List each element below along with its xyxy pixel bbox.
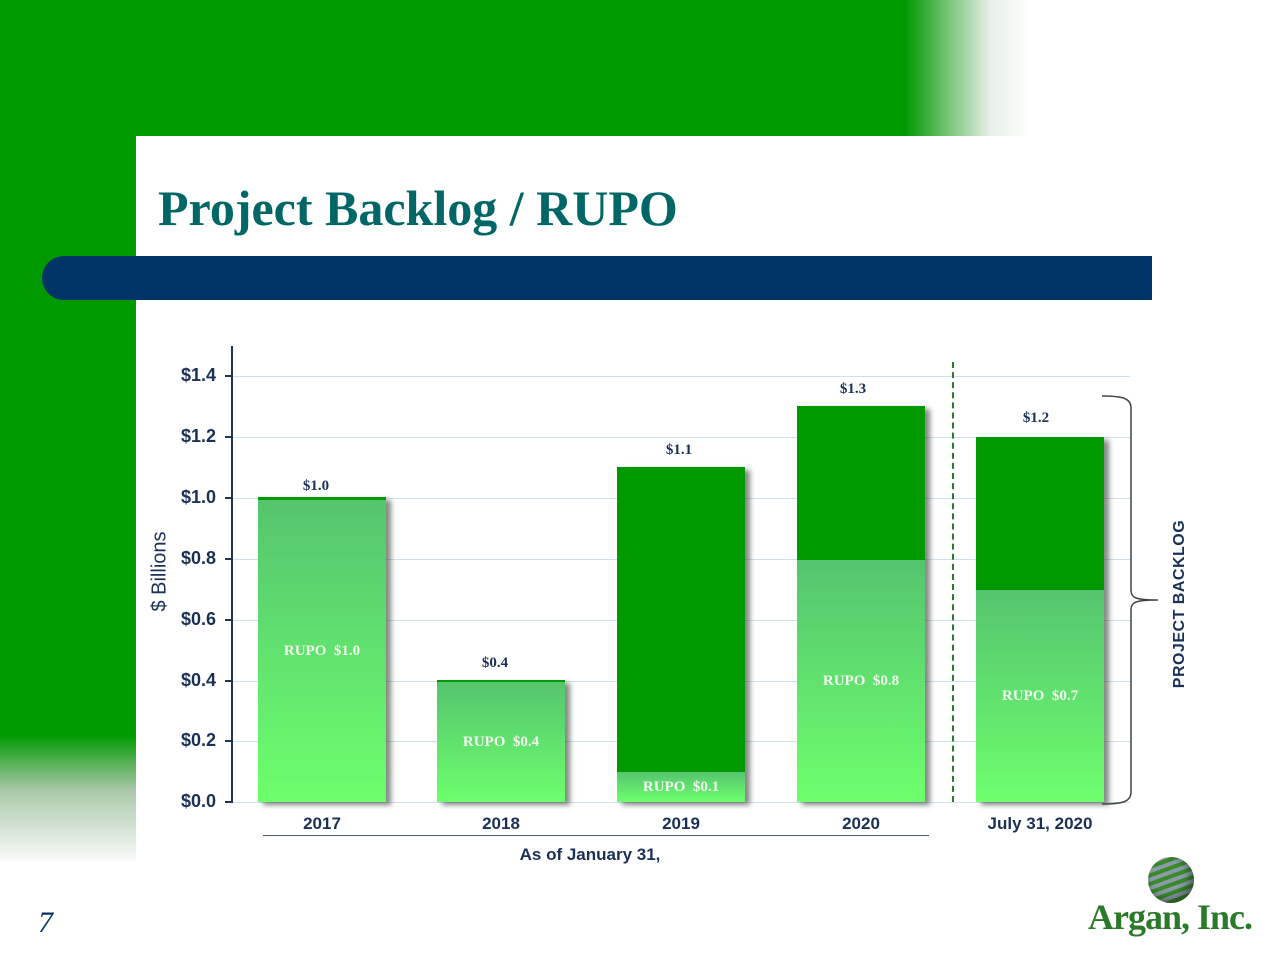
company-logo: Argan, Inc. (1085, 852, 1255, 942)
y-tick (225, 375, 233, 377)
bar-2017 (258, 497, 386, 802)
y-tick-label: $0.6 (180, 609, 216, 629)
y-tick-label: $0.8 (180, 548, 216, 568)
project-backlog-label: PROJECT BACKLOG (1171, 519, 1188, 689)
rupo-segment (797, 560, 925, 802)
logo-text: Argan, Inc. (1087, 897, 1253, 937)
rupo-label: RUPO $0.8 (822, 673, 900, 689)
rupo-label: RUPO $0.1 (642, 779, 720, 795)
rupo-segment (976, 590, 1104, 802)
slide-title: Project Backlog / RUPO (158, 180, 678, 236)
rupo-label: RUPO $1.0 (283, 643, 361, 659)
bar-2019 (617, 467, 745, 802)
y-tick (225, 740, 233, 742)
backlog-segment (617, 467, 745, 772)
y-tick-label: $1.2 (180, 426, 216, 446)
bracket-icon (1101, 395, 1159, 805)
total-label: $1.2 (1022, 410, 1050, 426)
y-axis (231, 346, 233, 802)
x-tick-label: 2018 (482, 814, 520, 833)
rupo-segment (617, 772, 745, 802)
x-tick-label: 2020 (842, 814, 880, 833)
y-tick-label: $1.0 (180, 487, 216, 507)
y-tick (225, 680, 233, 682)
total-label: $1.1 (665, 442, 693, 458)
y-tick-label: $0.4 (180, 670, 216, 690)
x-tick-label: 2017 (303, 814, 341, 833)
rupo-segment (437, 682, 565, 802)
y-tick-label: $1.4 (180, 365, 216, 385)
backlog-segment (797, 406, 925, 560)
y-axis-title: $ Billions (148, 531, 171, 612)
bar-2020 (797, 406, 925, 802)
period-divider (952, 362, 954, 802)
y-tick (225, 801, 233, 803)
globe-icon (1148, 857, 1194, 903)
title-underline-bar (42, 256, 1152, 300)
background-green-top (0, 0, 1030, 136)
page-number: 7 (38, 906, 53, 939)
rupo-label: RUPO $0.4 (462, 734, 540, 750)
x-tick-label: July 31, 2020 (987, 814, 1093, 833)
background-green-left (0, 0, 136, 860)
gridline (233, 376, 1130, 377)
bar-july-2020 (976, 437, 1104, 802)
y-tick-label: $0.0 (180, 791, 216, 811)
gridline (233, 802, 1130, 803)
backlog-segment (437, 680, 565, 682)
y-tick (225, 619, 233, 621)
backlog-segment (258, 497, 386, 500)
rupo-label: RUPO $0.7 (1001, 688, 1079, 704)
total-label: $1.3 (839, 381, 867, 397)
x-axis-title: As of January 31, (519, 845, 661, 864)
total-label: $0.4 (481, 655, 509, 671)
bar-2018 (437, 680, 565, 802)
x-group-underline (263, 835, 929, 836)
y-tick (225, 436, 233, 438)
rupo-segment (258, 500, 386, 802)
x-tick-label: 2019 (662, 814, 700, 833)
gridline (233, 437, 1130, 438)
y-tick-label: $0.2 (180, 730, 216, 750)
total-label: $1.0 (302, 478, 330, 494)
y-tick (225, 558, 233, 560)
y-tick (225, 497, 233, 499)
backlog-segment (976, 437, 1104, 590)
